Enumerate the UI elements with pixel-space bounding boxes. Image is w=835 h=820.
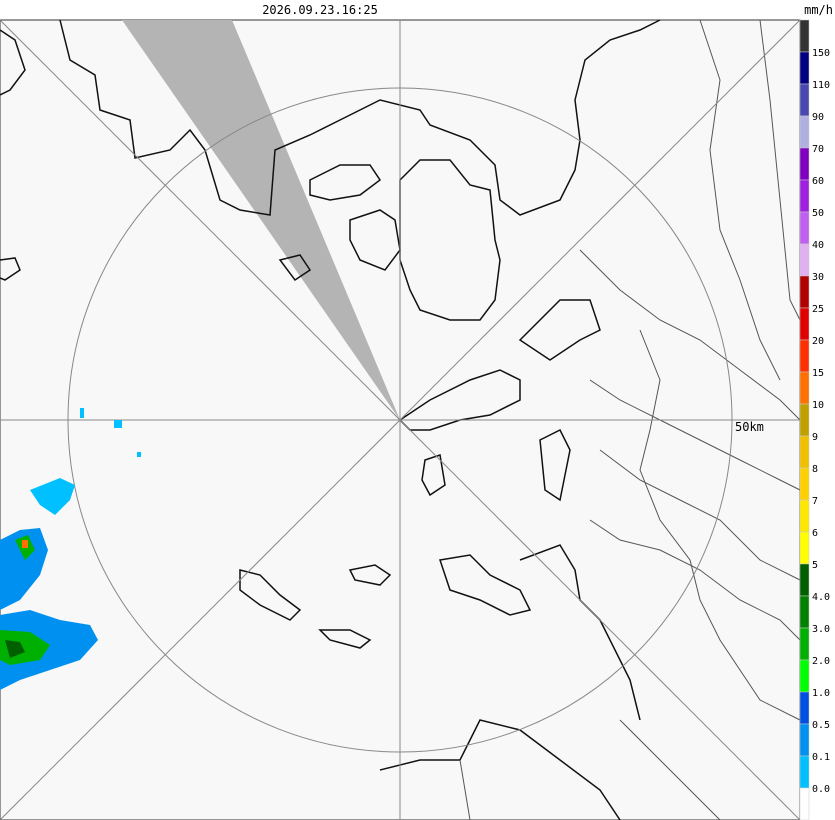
color-legend: 150 110 90 70 60 50 40 30 25 20 15 10 9 8 7 6 5 4.0 3.0 2.0… <box>799 19 830 820</box>
legend-swatch <box>799 243 810 277</box>
legend-label: 110 <box>812 80 830 91</box>
legend-swatch <box>799 339 810 373</box>
legend-label: 2.0 <box>812 656 830 667</box>
legend-swatch <box>799 115 810 149</box>
legend-swatch <box>799 19 810 53</box>
precipitation-echoes <box>0 408 141 690</box>
legend-swatch <box>799 691 810 725</box>
legend-label: 9 <box>812 432 818 443</box>
legend-swatch <box>799 51 810 85</box>
range-label: 50km <box>735 420 764 434</box>
legend-label: 40 <box>812 240 824 251</box>
legend-swatch <box>799 755 810 789</box>
legend-label: 25 <box>812 304 824 315</box>
timestamp: 2026.09.23.16:25 <box>262 3 378 17</box>
legend-label: 3.0 <box>812 624 830 635</box>
boundaries <box>459 19 801 820</box>
legend-label: 1.0 <box>812 688 830 699</box>
legend-label: 15 <box>812 368 824 379</box>
legend-swatch <box>799 211 810 245</box>
legend-label: 8 <box>812 464 818 475</box>
legend-label: 70 <box>812 144 824 155</box>
legend-swatch <box>799 595 810 629</box>
legend-swatch <box>799 307 810 341</box>
legend-label: 6 <box>812 528 818 539</box>
legend-label: 30 <box>812 272 824 283</box>
legend-label: 7 <box>812 496 818 507</box>
legend-swatch <box>799 499 810 533</box>
legend-swatch <box>799 467 810 501</box>
legend-label: 60 <box>812 176 824 187</box>
legend-label: 10 <box>812 400 824 411</box>
legend-label: 150 <box>812 48 830 59</box>
legend-swatch <box>799 147 810 181</box>
legend-swatch <box>799 371 810 405</box>
legend-label: 0.1 <box>812 752 830 763</box>
unit-label: mm/h <box>804 3 833 17</box>
legend-label: 90 <box>812 112 824 123</box>
legend-swatch <box>799 179 810 213</box>
legend-swatch <box>799 723 810 757</box>
legend-swatch <box>799 627 810 661</box>
legend-label: 0.0 <box>812 784 830 795</box>
legend-swatch <box>799 275 810 309</box>
legend-label: 20 <box>812 336 824 347</box>
legend-swatch <box>799 659 810 693</box>
legend-swatch <box>799 531 810 565</box>
legend-label: 50 <box>812 208 824 219</box>
legend-swatch <box>799 563 810 597</box>
legend-swatch <box>799 83 810 117</box>
legend-label: 0.5 <box>812 720 830 731</box>
range-guides <box>0 19 801 820</box>
legend-label: 4.0 <box>812 592 830 603</box>
blocked-sector <box>122 20 400 420</box>
legend-swatch <box>799 435 810 469</box>
legend-label: 5 <box>812 560 818 571</box>
legend-swatch <box>799 787 810 820</box>
coastlines <box>0 19 661 820</box>
legend-swatch <box>799 403 810 437</box>
